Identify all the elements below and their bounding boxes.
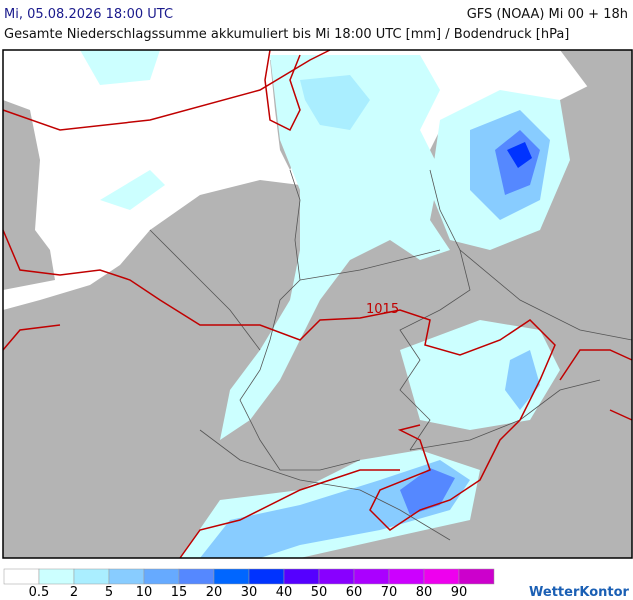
map: 1015 bbox=[2, 49, 633, 559]
borders bbox=[149, 169, 633, 541]
model-run: GFS (NOAA) Mi 00 + 18h bbox=[467, 7, 628, 22]
forecast-date: Mi, 05.08.2026 18:00 UTC bbox=[4, 7, 173, 22]
legend: 0.5 2 5 10 15 20 30 40 50 60 70 80 90 bbox=[3, 568, 495, 600]
legend-swatch bbox=[73, 568, 110, 585]
precip-core bbox=[507, 142, 532, 168]
legend-level-label: 20 bbox=[206, 585, 223, 600]
legend-swatch bbox=[353, 568, 390, 585]
legend-level-label: 2 bbox=[70, 585, 78, 600]
legend-swatch bbox=[143, 568, 180, 585]
legend-level-label: 30 bbox=[241, 585, 258, 600]
legend-swatch bbox=[458, 568, 495, 585]
precip-medium bbox=[505, 350, 540, 410]
isobar-label: 1015 bbox=[366, 302, 399, 317]
precip-light bbox=[100, 170, 165, 210]
legend-level-label: 10 bbox=[136, 585, 153, 600]
legend-swatch bbox=[213, 568, 250, 585]
legend-level-label: 60 bbox=[346, 585, 363, 600]
map-subtitle: Gesamte Niederschlagssumme akkumuliert b… bbox=[4, 27, 569, 42]
legend-swatch bbox=[108, 568, 145, 585]
legend-level-label: 80 bbox=[416, 585, 433, 600]
legend-level-label: 5 bbox=[105, 585, 113, 600]
legend-swatch bbox=[283, 568, 320, 585]
legend-level-label: 40 bbox=[276, 585, 293, 600]
precipitation bbox=[80, 50, 570, 558]
legend-level-label: 50 bbox=[311, 585, 328, 600]
legend-swatch bbox=[318, 568, 355, 585]
legend-level-label: 70 bbox=[381, 585, 398, 600]
legend-swatch bbox=[423, 568, 460, 585]
brand: WetterKontor bbox=[529, 585, 630, 600]
scandinavia bbox=[560, 50, 632, 115]
legend-level-label: 90 bbox=[451, 585, 468, 600]
legend-swatch bbox=[3, 568, 40, 585]
legend-swatch bbox=[248, 568, 285, 585]
precip-heavy bbox=[400, 468, 455, 515]
isobars: 1015 bbox=[2, 49, 633, 559]
legend-swatch bbox=[388, 568, 425, 585]
legend-swatch bbox=[178, 568, 215, 585]
legend-swatch bbox=[38, 568, 75, 585]
map-frame bbox=[2, 49, 633, 559]
legend-level-label: 0.5 bbox=[29, 585, 50, 600]
britain bbox=[3, 100, 55, 290]
precip-light bbox=[300, 75, 370, 130]
precip-medium bbox=[200, 460, 470, 558]
legend-level-label: 15 bbox=[171, 585, 188, 600]
precip-light bbox=[80, 50, 160, 85]
precip-light bbox=[220, 55, 450, 440]
